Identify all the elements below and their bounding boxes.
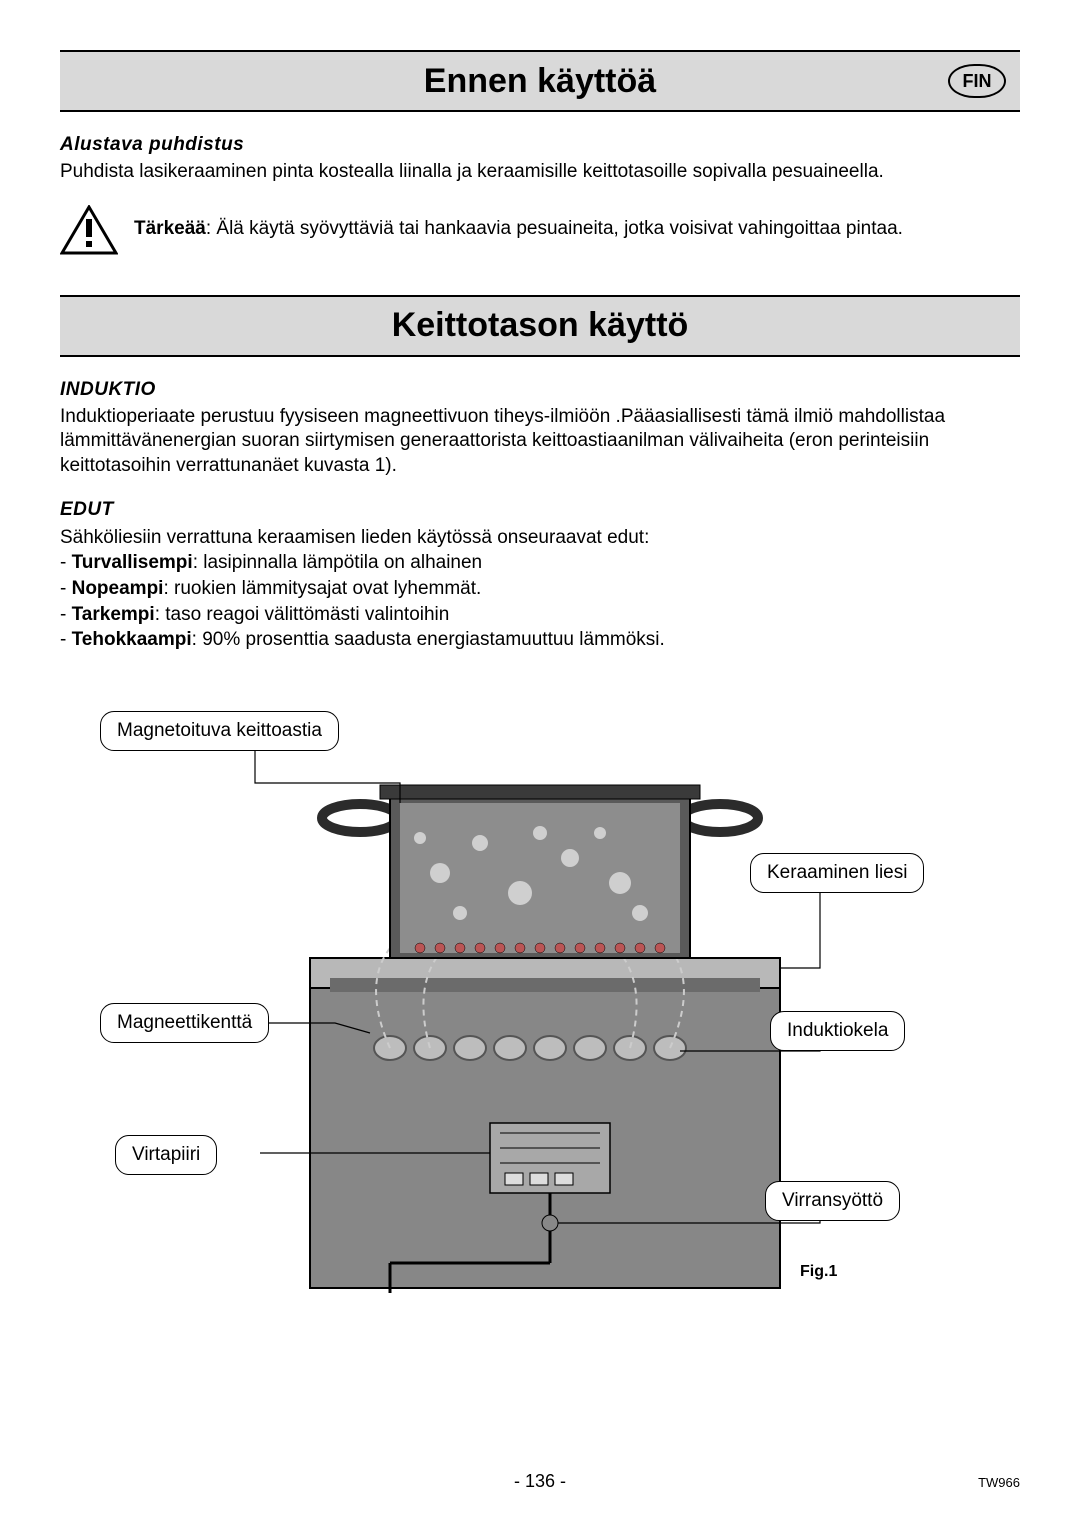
sub-alustava: Alustava puhdistus — [60, 134, 1020, 156]
section1-title: Ennen käyttöä — [424, 62, 656, 101]
callout-magnetoituva: Magnetoituva keittoastia — [100, 711, 339, 751]
callout-magneettikentta: Magneettikenttä — [100, 1003, 269, 1043]
doc-code: TW966 — [978, 1475, 1020, 1490]
callout-virtapiiri: Virtapiiri — [115, 1135, 217, 1175]
warning-text: Tärkeää: Älä käytä syövyttäviä tai hanka… — [134, 205, 903, 242]
callout-induktiokela: Induktiokela — [770, 1011, 905, 1051]
sub-edut: EDUT — [60, 499, 1020, 521]
warn-bold: Tärkeää — [134, 218, 206, 239]
section1-header: Ennen käyttöä FIN — [60, 50, 1020, 112]
edut-list: Sähköliesiin verrattuna keraamisen liede… — [60, 525, 1020, 653]
page-number: - 136 - — [0, 1471, 1080, 1492]
edut-item: - Nopeampi: ruokien lämmitysajat ovat ly… — [60, 576, 1020, 602]
callout-keraaminen: Keraaminen liesi — [750, 853, 924, 893]
p-induktio: Induktioperiaate perustuu fyysiseen magn… — [60, 405, 1020, 479]
pot — [322, 785, 758, 958]
fig-label: Fig.1 — [800, 1263, 837, 1281]
section2-header: Keittotason käyttö — [60, 295, 1020, 357]
edut-intro: Sähköliesiin verrattuna keraamisen liede… — [60, 525, 1020, 551]
language-badge: FIN — [948, 64, 1006, 98]
section2-title: Keittotason käyttö — [392, 306, 689, 345]
induction-diagram: Magnetoituva keittoastia Keraaminen lies… — [60, 703, 1020, 1323]
p-alustava: Puhdista lasikeraaminen pinta kostealla … — [60, 160, 1020, 185]
warn-rest: : Älä käytä syövyttäviä tai hankaavia pe… — [206, 218, 903, 239]
callout-virransyotto: Virransyöttö — [765, 1181, 900, 1221]
edut-item: - Turvallisempi: lasipinnalla lämpötila … — [60, 550, 1020, 576]
warning-icon — [60, 205, 118, 255]
sub-induktio: INDUKTIO — [60, 379, 1020, 401]
edut-item: - Tarkempi: taso reagoi välittömästi val… — [60, 602, 1020, 628]
warning-block: Tärkeää: Älä käytä syövyttäviä tai hanka… — [60, 205, 1020, 255]
edut-item: - Tehokkaampi: 90% prosenttia saadusta e… — [60, 627, 1020, 653]
